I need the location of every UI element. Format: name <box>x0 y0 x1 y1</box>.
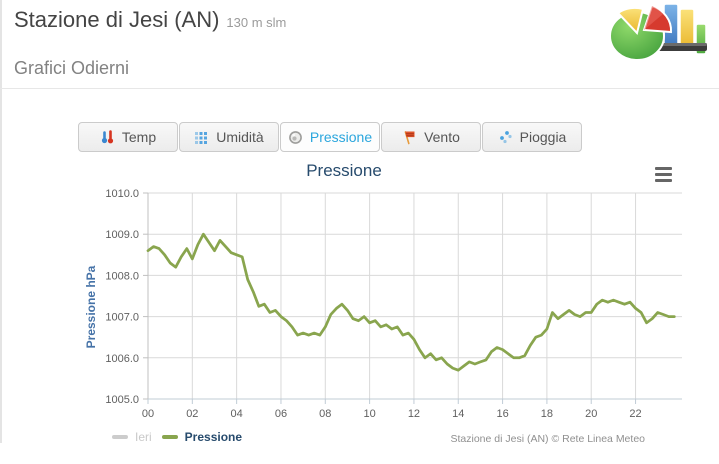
svg-text:12: 12 <box>408 408 420 420</box>
svg-text:04: 04 <box>231 408 243 420</box>
rain-drops-icon <box>499 130 512 143</box>
wind-flag-icon <box>404 130 415 144</box>
legend-swatch-pressione <box>161 435 178 439</box>
axes <box>143 192 682 404</box>
svg-text:1006.0: 1006.0 <box>105 353 139 365</box>
header-divider <box>0 88 719 89</box>
svg-text:00: 00 <box>142 408 154 420</box>
station-name: Stazione di Jesi (AN) <box>14 7 220 32</box>
svg-text:1005.0: 1005.0 <box>105 394 139 406</box>
svg-text:1007.0: 1007.0 <box>105 312 139 324</box>
gauge-icon <box>288 130 302 144</box>
tab-pioggia[interactable]: Pioggia <box>482 122 582 152</box>
series-line-pressione[interactable] <box>146 232 676 372</box>
svg-text:18: 18 <box>541 408 553 420</box>
svg-text:14: 14 <box>452 408 464 420</box>
tab-pressione[interactable]: Pressione <box>280 122 380 152</box>
legend-item-ieri[interactable]: Ieri <box>112 430 152 444</box>
svg-text:1010.0: 1010.0 <box>105 188 139 200</box>
legend-label: Ieri <box>135 430 152 444</box>
hamburger-menu-icon[interactable] <box>655 167 672 185</box>
grid-lines <box>147 192 682 400</box>
tab-label: Vento <box>424 129 460 145</box>
legend-item-pressione[interactable]: Pressione <box>161 430 243 444</box>
tab-label: Pressione <box>309 129 373 145</box>
tab-vento[interactable]: Vento <box>381 122 481 152</box>
section-title: Grafici Odierni <box>14 58 130 78</box>
tab-temp[interactable]: Temp <box>78 122 178 152</box>
chart-legend: Ieri Pressione <box>112 430 242 444</box>
humidity-grid-icon <box>195 131 208 144</box>
legend-swatch-ieri <box>112 435 128 439</box>
svg-text:20: 20 <box>585 408 597 420</box>
pressure-line-chart[interactable]: 1010.0 1009.0 1008.0 1007.0 1006.0 1005.000 02… <box>80 183 705 433</box>
tab-label: Temp <box>121 129 157 145</box>
page-title: Stazione di Jesi (AN) 130 m slm <box>14 7 286 33</box>
statistics-logo-icon <box>609 3 707 60</box>
chart-tabs: Temp Umidità Pressione <box>78 122 582 152</box>
station-altitude: 130 m slm <box>226 15 287 30</box>
thermometer-icon <box>101 129 113 143</box>
svg-text:06: 06 <box>275 408 287 420</box>
tab-label: Umidità <box>216 129 264 145</box>
legend-label: Pressione <box>184 430 243 444</box>
svg-text:1009.0: 1009.0 <box>105 229 139 241</box>
axis-labels: 1010.0 1009.0 1008.0 1007.0 1006.0 1005.000 02… <box>105 188 641 420</box>
tab-label: Pioggia <box>519 129 567 145</box>
chart-title: Pressione <box>306 161 382 180</box>
svg-text:22: 22 <box>629 408 641 420</box>
page-left-border <box>0 0 2 443</box>
y-axis-title: Pressione hPa <box>84 265 98 348</box>
svg-text:08: 08 <box>319 408 331 420</box>
svg-text:16: 16 <box>496 408 508 420</box>
tab-umidita[interactable]: Umidità <box>179 122 279 152</box>
svg-text:10: 10 <box>363 408 375 420</box>
svg-text:1008.0: 1008.0 <box>105 270 139 282</box>
chart-credits[interactable]: Stazione di Jesi (AN) © Rete Linea Meteo <box>450 433 646 445</box>
svg-text:02: 02 <box>186 408 198 420</box>
